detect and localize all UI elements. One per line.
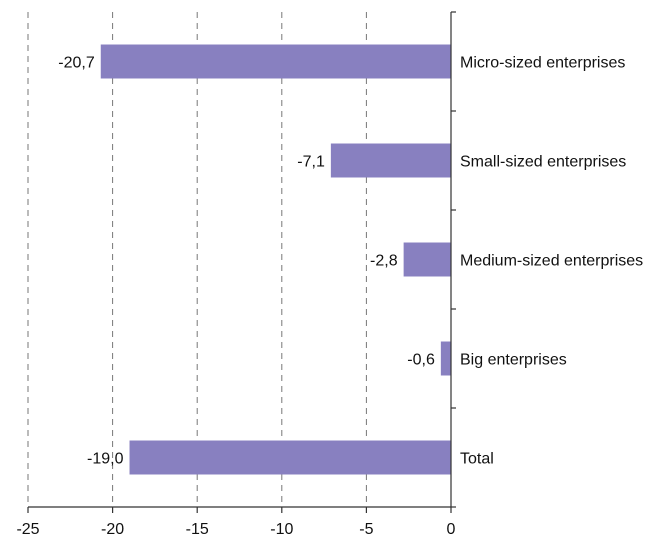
data-label: -20,7 (58, 55, 95, 72)
x-tick-label: -20 (101, 521, 124, 538)
category-label: Micro-sized enterprises (460, 55, 625, 72)
x-tick-label: -25 (16, 521, 39, 538)
labels: -20,7 Micro-sized enterprises -7,1 Small-si… (16, 55, 643, 539)
category-label: Medium-sized enterprises (460, 253, 643, 270)
bar (440, 341, 451, 376)
category-label: Total (460, 451, 494, 468)
axes (27, 11, 456, 513)
category-label: Big enterprises (460, 352, 567, 369)
gridlines (27, 12, 367, 507)
bar (129, 440, 451, 475)
data-label: -0,6 (407, 352, 435, 369)
data-label: -7,1 (297, 154, 325, 171)
x-tick-label: -5 (359, 521, 373, 538)
data-label: -19,0 (87, 451, 124, 468)
bar (330, 143, 451, 178)
data-label: -2,8 (370, 253, 398, 270)
x-tick-label: -15 (186, 521, 209, 538)
category-label: Small-sized enterprises (460, 154, 626, 171)
x-tick-label: -10 (270, 521, 293, 538)
bars (100, 44, 452, 475)
x-tick-label: 0 (447, 521, 456, 538)
bar (100, 44, 452, 79)
bar (403, 242, 451, 277)
